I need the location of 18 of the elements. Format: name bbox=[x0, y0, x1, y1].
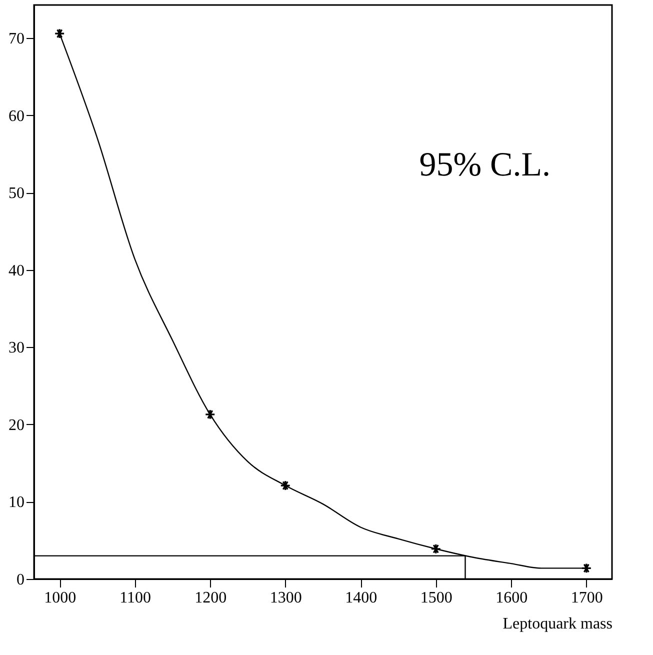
x-tick-label: 1700 bbox=[570, 590, 603, 606]
y-tick-label: 20 bbox=[8, 416, 24, 434]
y-tick-label: 70 bbox=[8, 30, 24, 48]
x-tick-label: 1600 bbox=[496, 590, 528, 606]
y-tick-label: 50 bbox=[8, 185, 24, 202]
x-tick-label: 1300 bbox=[270, 590, 302, 606]
y-tick-label: 40 bbox=[8, 262, 24, 280]
x-axis-title: Leptoquark mass bbox=[502, 616, 612, 632]
x-tick-label: 1100 bbox=[120, 590, 152, 606]
y-tick-label: 30 bbox=[8, 340, 24, 357]
x-tick-label: 1400 bbox=[345, 590, 378, 606]
y-tick-label: 60 bbox=[8, 108, 24, 125]
x-tick-label: 1200 bbox=[194, 590, 227, 606]
x-tick-label: 1000 bbox=[44, 590, 76, 606]
y-tick-label: 0 bbox=[16, 572, 24, 588]
y-tick-label: 10 bbox=[8, 494, 24, 512]
annotation: 95% C.L. bbox=[419, 146, 550, 184]
x-tick-label: 1500 bbox=[420, 590, 452, 606]
